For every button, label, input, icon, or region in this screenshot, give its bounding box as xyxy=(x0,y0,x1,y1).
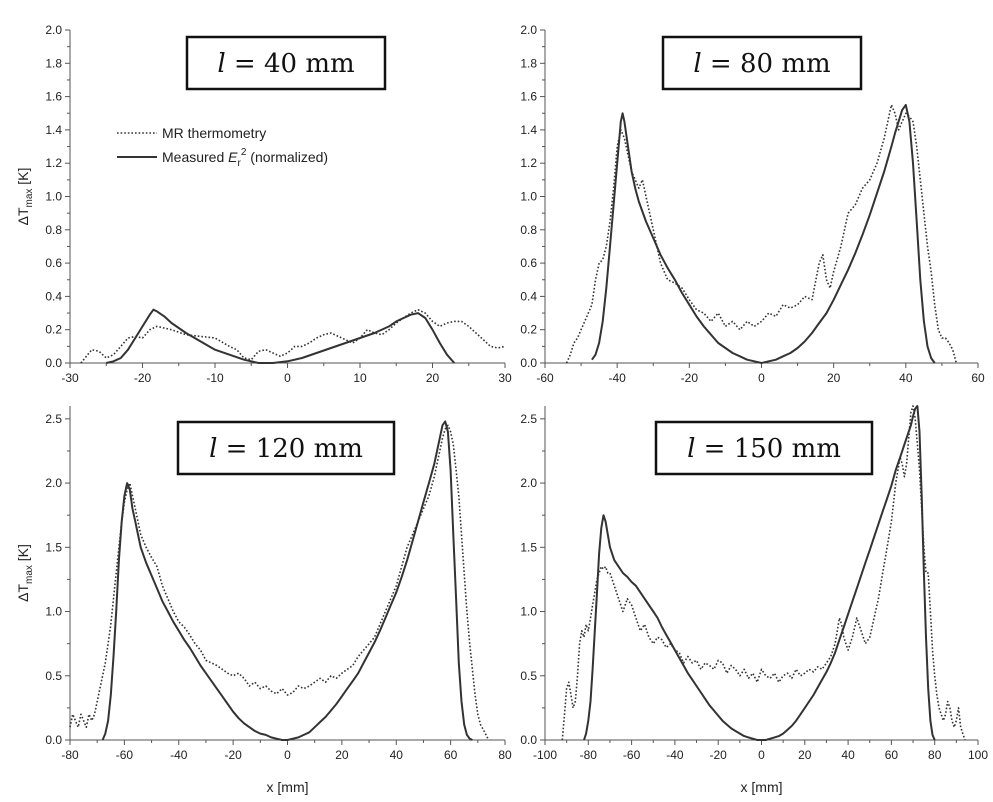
chart-panel-l80: -60 -40 -20 0 20 40 60 0.0 0.2 0.4 0.6 0.8 1.0 1.2 1.4… xyxy=(520,23,985,385)
x-tick-label: 40 xyxy=(841,748,855,762)
x-axis-title: x [mm] xyxy=(741,779,783,795)
param-label-box xyxy=(185,35,387,91)
y-tick-label: 1.8 xyxy=(520,56,537,70)
x-tick-label: -10 xyxy=(206,371,224,385)
y-tick-label: 2.0 xyxy=(45,23,62,37)
x-tick-label: 40 xyxy=(390,748,404,762)
param-label-box xyxy=(661,35,863,91)
y-tick-label: 2.0 xyxy=(520,476,537,490)
x-tick-label: 20 xyxy=(827,371,841,385)
y-tick-label: 1.4 xyxy=(520,123,537,137)
x-tick-label: -40 xyxy=(608,371,626,385)
x-tick-label: -20 xyxy=(710,748,728,762)
x-tick-label: -20 xyxy=(681,371,699,385)
y-tick-label: 0.4 xyxy=(520,289,537,303)
y-tick-label: 2.0 xyxy=(520,23,537,37)
x-tick-label: 0 xyxy=(758,371,765,385)
x-tick-label: 80 xyxy=(928,748,942,762)
x-tick-label: 60 xyxy=(885,748,899,762)
y-tick-label: 0.5 xyxy=(45,669,62,683)
x-tick-label: -20 xyxy=(134,371,152,385)
param-label: l = 120 mm xyxy=(209,434,363,464)
x-tick-label: -80 xyxy=(580,748,598,762)
y-tick-label: 0.2 xyxy=(45,323,62,337)
series-line-mr-thermometry xyxy=(69,424,490,741)
param-label: l = 80 mm xyxy=(693,49,830,79)
legend-label-measured: Measured Er2 (normalized) xyxy=(162,147,328,169)
chart-panel-l120: -80 -60 -40 -20 0 20 40 60 80 0.0 0.5 1.0 1.5 2.0 2.5 l… xyxy=(15,406,512,795)
x-tick-label: -40 xyxy=(170,748,188,762)
y-tick-label: 1.6 xyxy=(520,90,537,104)
y-tick-label: 0.4 xyxy=(45,289,62,303)
y-tick-label: 1.4 xyxy=(45,123,62,137)
x-tick-label: 40 xyxy=(899,371,913,385)
y-tick-label: 1.6 xyxy=(45,90,62,104)
x-tick-label: -40 xyxy=(666,748,684,762)
y-tick-label: 2.5 xyxy=(520,412,537,426)
y-tick-label: 0.8 xyxy=(45,223,62,237)
y-axis-title: ΔTmax [K] xyxy=(15,544,35,602)
x-tick-label: 10 xyxy=(353,371,367,385)
y-tick-label: 0.6 xyxy=(45,256,62,270)
y-tick-label: 1.2 xyxy=(45,156,62,170)
y-tick-label: 0.8 xyxy=(520,223,537,237)
x-tick-label: 80 xyxy=(498,748,512,762)
x-axis-title: x [mm] xyxy=(267,779,309,795)
y-tick-label: 0.6 xyxy=(520,256,537,270)
chart-panel-l150: -100 -80 -60 -40 -20 0 20 40 60 80 100 0.0 0.5 1.0 1.5… xyxy=(520,405,988,795)
param-label: l = 150 mm xyxy=(687,434,841,464)
x-tick-label: -60 xyxy=(116,748,134,762)
series-line-measured-er2 xyxy=(101,420,473,741)
series-line-measured-er2 xyxy=(583,405,936,741)
x-tick-label: 60 xyxy=(971,371,985,385)
x-tick-label: -60 xyxy=(623,748,641,762)
x-tick-label: 0 xyxy=(284,371,291,385)
x-tick-label: -20 xyxy=(224,748,242,762)
y-tick-label: 0.0 xyxy=(520,733,537,747)
series-line-mr-thermometry xyxy=(80,308,506,364)
x-tick-label: -60 xyxy=(536,371,554,385)
param-label-box xyxy=(654,420,874,476)
x-tick-label: -80 xyxy=(61,748,79,762)
x-tick-label: -100 xyxy=(533,748,557,762)
series-line-measured-er2 xyxy=(106,308,456,364)
x-tick-label: 0 xyxy=(284,748,291,762)
y-tick-label: 0.2 xyxy=(520,323,537,337)
y-tick-label: 2.0 xyxy=(45,476,62,490)
y-tick-label: 1.0 xyxy=(45,605,62,619)
x-tick-label: -30 xyxy=(61,371,79,385)
y-tick-label: 1.2 xyxy=(520,156,537,170)
legend-label-mr-thermometry: MR thermometry xyxy=(162,125,266,141)
y-tick-label: 1.8 xyxy=(45,56,62,70)
x-tick-label: 100 xyxy=(968,748,988,762)
y-tick-label: 2.5 xyxy=(45,412,62,426)
param-label: l = 40 mm xyxy=(217,49,354,79)
x-tick-label: 20 xyxy=(335,748,349,762)
x-tick-label: 30 xyxy=(498,371,512,385)
series-line-mr-thermometry xyxy=(565,104,958,364)
y-axis-title: ΔTmax [K] xyxy=(15,168,35,226)
y-tick-label: 1.0 xyxy=(520,605,537,619)
x-tick-label: 60 xyxy=(444,748,458,762)
y-tick-label: 1.5 xyxy=(520,540,537,554)
y-tick-label: 1.0 xyxy=(45,190,62,204)
y-tick-label: 0.0 xyxy=(45,356,62,370)
y-tick-label: 0.0 xyxy=(45,733,62,747)
legend: MR thermometry Measured Er2 (normalized) xyxy=(117,125,328,169)
series-line-measured-er2 xyxy=(591,103,936,364)
y-tick-label: 0.5 xyxy=(520,669,537,683)
x-tick-label: 20 xyxy=(798,748,812,762)
y-tick-label: 0.0 xyxy=(520,356,537,370)
x-tick-label: 20 xyxy=(426,371,440,385)
chart-panel-l40: -30 -20 -10 0 10 20 30 0.0 0.2 0.4 0.6 0.8 1.0 1.2 1.4… xyxy=(15,23,512,385)
param-label-box xyxy=(176,420,396,476)
x-tick-label: 0 xyxy=(758,748,765,762)
y-tick-label: 1.0 xyxy=(520,190,537,204)
y-tick-label: 1.5 xyxy=(45,540,62,554)
